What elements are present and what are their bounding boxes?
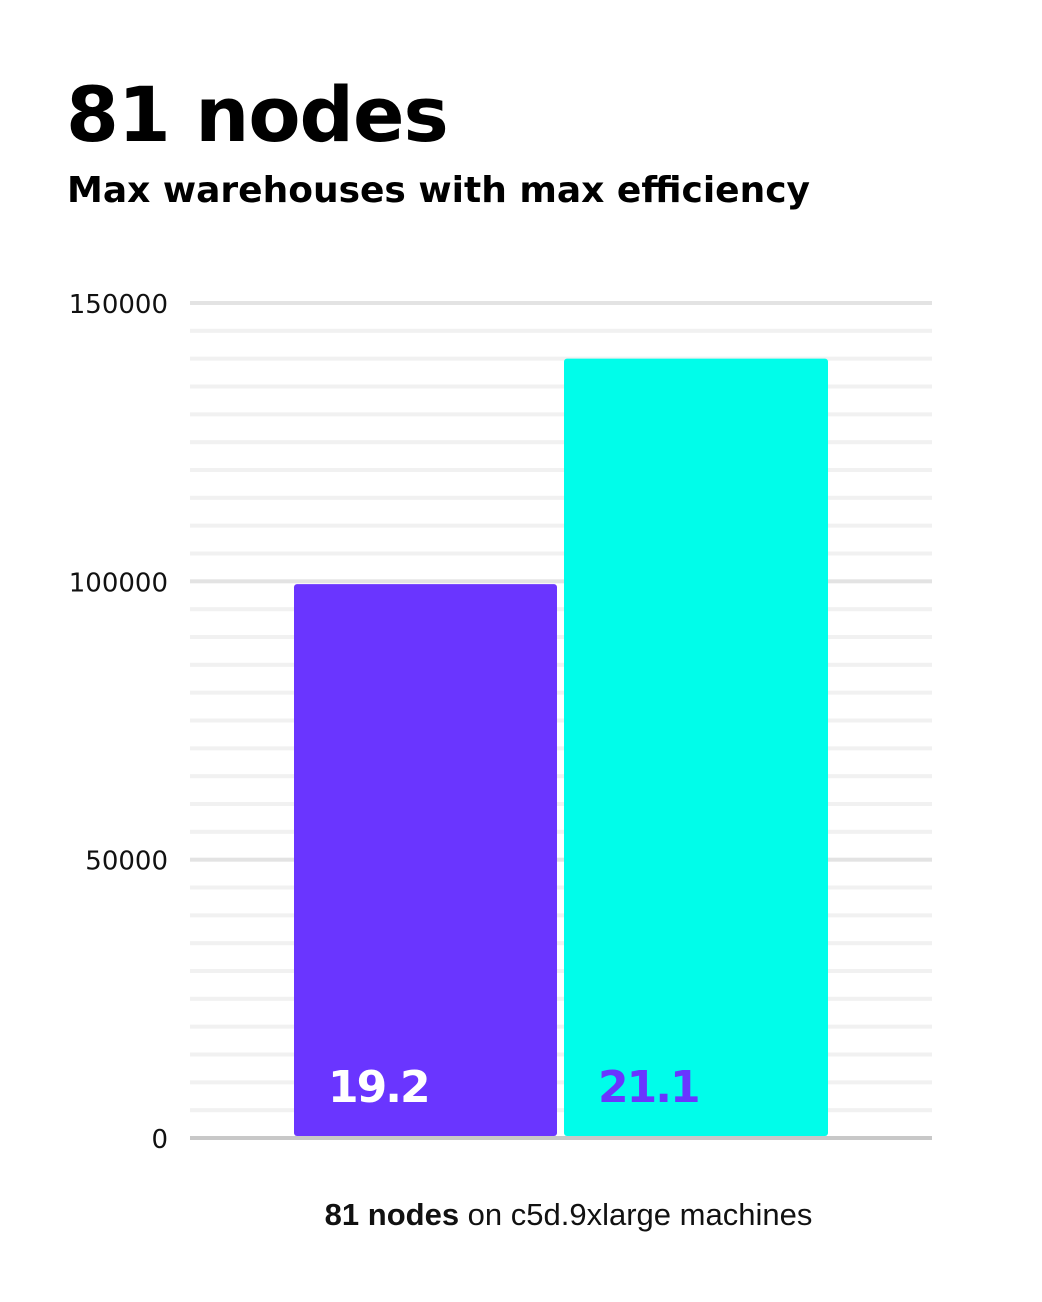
minor-gridline — [190, 468, 932, 472]
minor-gridline — [190, 1080, 932, 1085]
minor-gridline — [190, 913, 932, 918]
y-tick-label: 0 — [151, 1125, 168, 1155]
y-tick-label: 150000 — [69, 290, 168, 320]
minor-gridline — [190, 662, 932, 667]
x-axis-label: 81 nodes on c5d.9xlarge machines — [0, 1197, 1042, 1233]
minor-gridline — [190, 607, 932, 612]
major-gridline — [190, 579, 932, 584]
minor-gridline — [190, 829, 932, 834]
minor-gridline — [190, 635, 932, 639]
minor-gridline — [190, 495, 932, 500]
minor-gridline — [190, 746, 932, 751]
minor-gridline — [190, 885, 932, 890]
x-axis-label-rest: on c5d.9xlarge machines — [459, 1197, 813, 1232]
minor-gridline — [190, 969, 932, 973]
minor-gridline — [190, 1108, 932, 1113]
minor-gridline — [190, 440, 932, 445]
minor-gridline — [190, 996, 932, 1001]
minor-gridline — [190, 690, 932, 695]
minor-gridline — [190, 356, 932, 361]
y-tick-label: 100000 — [69, 568, 168, 598]
bar — [564, 358, 828, 1137]
chart-subtitle: Max warehouses with max efficiency — [67, 170, 811, 211]
minor-gridline — [190, 328, 932, 333]
minor-gridline — [190, 412, 932, 417]
bar-data-label: 19.2 — [328, 1062, 429, 1113]
chart-title: 81 nodes — [66, 70, 449, 159]
bar-data-label: 21.1 — [598, 1062, 699, 1113]
major-gridline — [190, 301, 932, 305]
minor-gridline — [190, 384, 932, 389]
minor-gridline — [190, 941, 932, 946]
minor-gridline — [190, 1052, 932, 1057]
x-axis-label-bold: 81 nodes — [324, 1197, 460, 1232]
minor-gridline — [190, 802, 932, 806]
minor-gridline — [190, 718, 932, 723]
major-gridline — [190, 1136, 932, 1140]
minor-gridline — [190, 774, 932, 779]
minor-gridline — [190, 523, 932, 528]
y-tick-label: 50000 — [85, 847, 168, 877]
minor-gridline — [190, 1024, 932, 1029]
minor-gridline — [190, 551, 932, 556]
major-gridline — [190, 857, 932, 862]
bar — [294, 584, 557, 1136]
